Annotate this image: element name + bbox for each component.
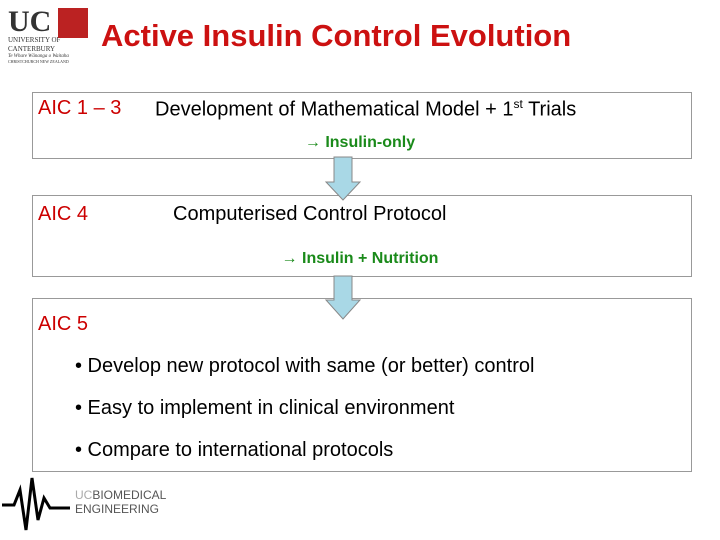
box-text-tail: Trials [528, 98, 577, 121]
box-label: AIC 4 [38, 203, 89, 225]
bullet: • Easy to implement in clinical environm… [75, 397, 455, 419]
box-text-main: Development of Mathematical Model + 1 [155, 98, 514, 121]
footer-line1: BIOMEDICAL [92, 488, 167, 502]
box [32, 298, 692, 472]
flow-arrow [324, 156, 362, 201]
logo-crest [58, 8, 88, 38]
bullet: • Develop new protocol with same (or bet… [75, 355, 535, 377]
footer-mark: UC [75, 488, 93, 502]
uni-logo: UC UNIVERSITY OF CANTERBURY Te Whare Wān… [8, 5, 90, 64]
logo-mark: UC [8, 5, 52, 38]
box [32, 92, 692, 159]
logo-name: UNIVERSITY OF CANTERBURY [8, 36, 61, 53]
logo-place: CHRISTCHURCH NEW ZEALAND [8, 59, 69, 64]
box-text-sup: st [513, 97, 523, 111]
box-note: → Insulin-only [304, 134, 416, 151]
ecg-icon [2, 477, 70, 531]
box-text: Development of Mathematical Model + 1st … [155, 97, 576, 122]
title: Active Insulin Control Evolution [101, 18, 572, 53]
box-text: Computerised Control Protocol [173, 203, 447, 225]
box-note: → Insulin + Nutrition [281, 250, 439, 267]
box [32, 195, 692, 277]
footer-logo: UCBIOMEDICAL ENGINEERING [75, 488, 166, 516]
box-label: AIC 1 – 3 [38, 97, 122, 119]
logo-maori: Te Whare Wānanga o Waitaha [8, 54, 69, 59]
footer-line2: ENGINEERING [75, 502, 160, 516]
box-label: AIC 5 [38, 313, 89, 335]
bullet: • Compare to international protocols [75, 439, 394, 461]
